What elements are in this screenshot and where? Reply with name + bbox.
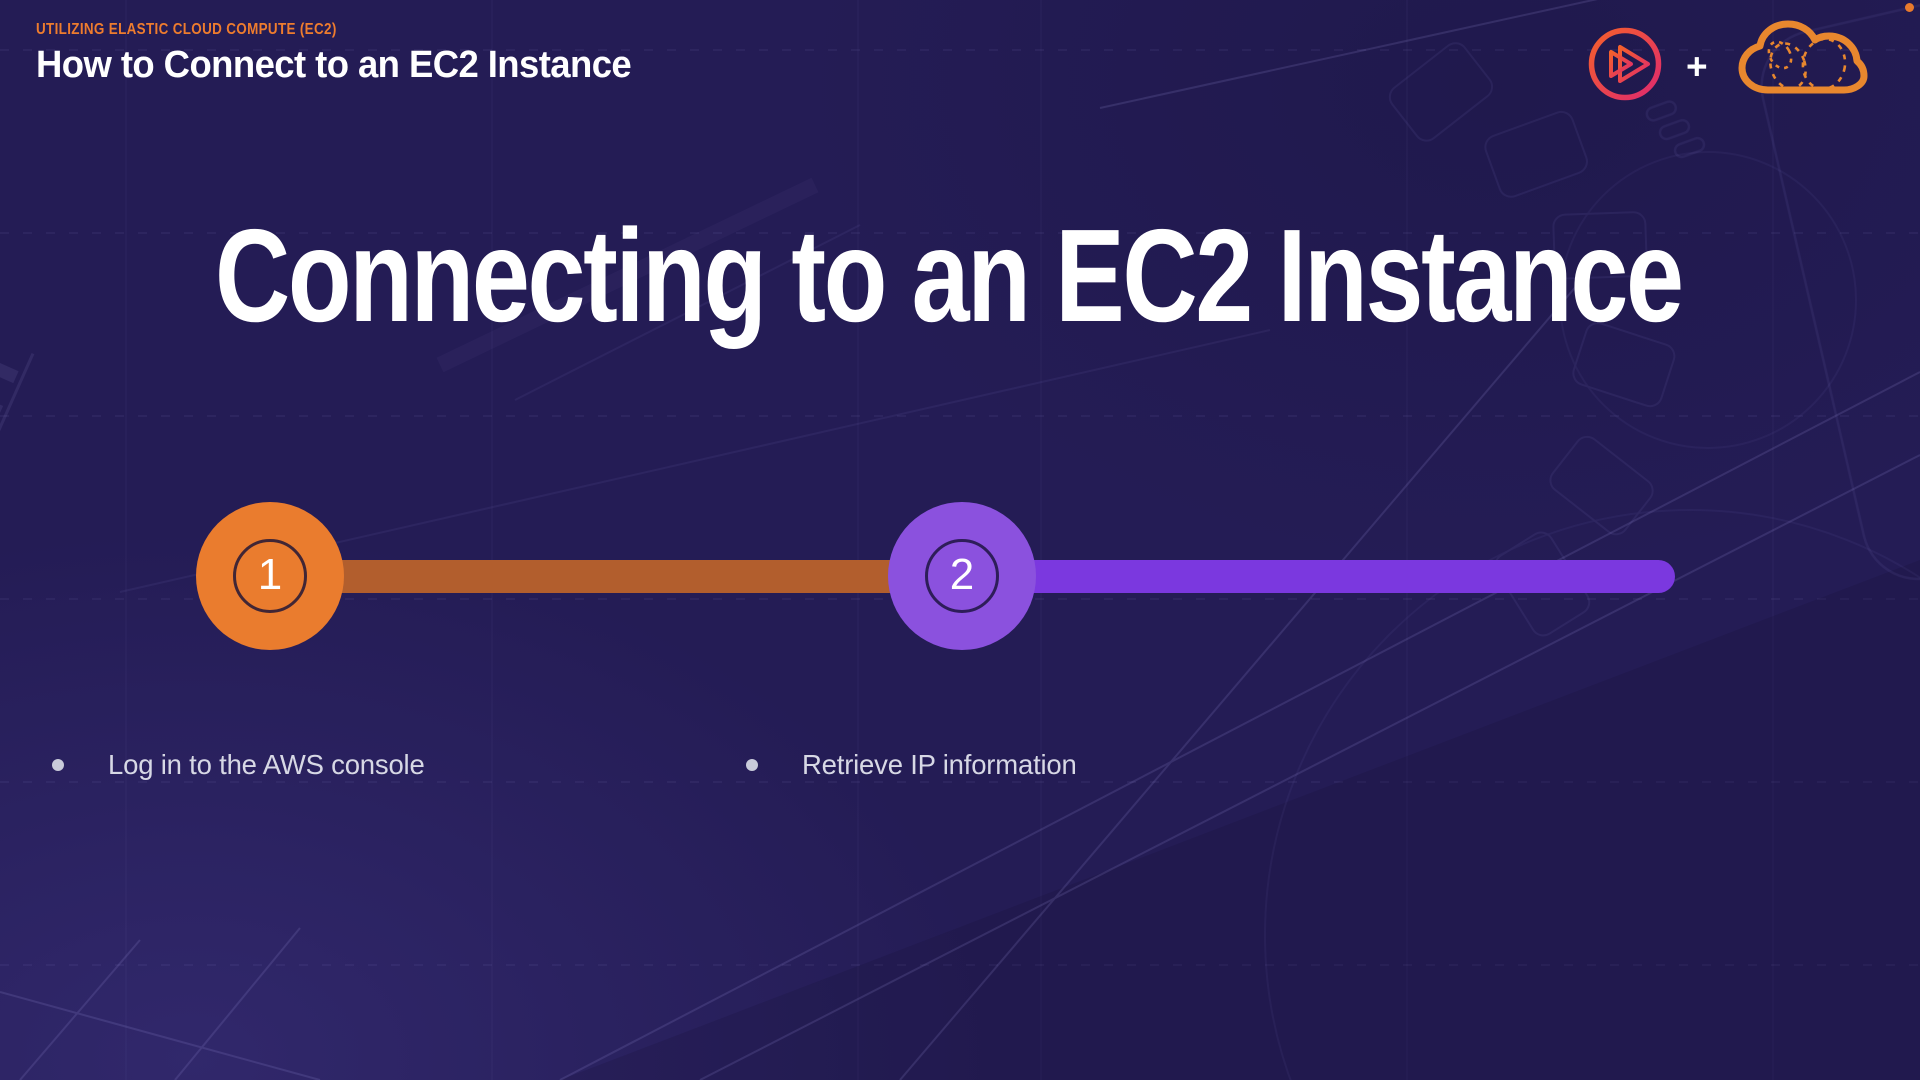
course-kicker: UTILIZING ELASTIC CLOUD COMPUTE (EC2) xyxy=(36,21,337,38)
step-1-bullet: Log in to the AWS console xyxy=(52,749,425,781)
header: UTILIZING ELASTIC CLOUD COMPUTE (EC2) Ho… xyxy=(36,21,656,87)
slide-title: Connecting to an EC2 Instance xyxy=(214,202,1684,349)
lesson-title: How to Connect to an EC2 Instance xyxy=(36,44,632,86)
plus-separator: + xyxy=(1686,46,1708,87)
corner-dot xyxy=(1905,3,1914,12)
step-2-ring: 2 xyxy=(925,539,999,613)
step-1-label: Log in to the AWS console xyxy=(108,749,425,780)
step-1-bar xyxy=(270,560,962,593)
step-1-ring: 1 xyxy=(233,539,307,613)
step-2-label: Retrieve IP information xyxy=(802,749,1077,780)
step-1-number: 1 xyxy=(257,550,283,599)
step-2-circle: 2 xyxy=(888,502,1036,650)
step-2-number: 2 xyxy=(949,550,975,599)
step-2-bar xyxy=(962,560,1675,593)
step-2-bullet: Retrieve IP information xyxy=(746,749,1077,781)
bullet-dot-icon xyxy=(52,759,64,771)
step-1-circle: 1 xyxy=(196,502,344,650)
cloud-guru-logo-icon xyxy=(1738,20,1868,94)
pluralsight-logo-icon xyxy=(1588,27,1662,101)
bullet-dot-icon xyxy=(746,759,758,771)
